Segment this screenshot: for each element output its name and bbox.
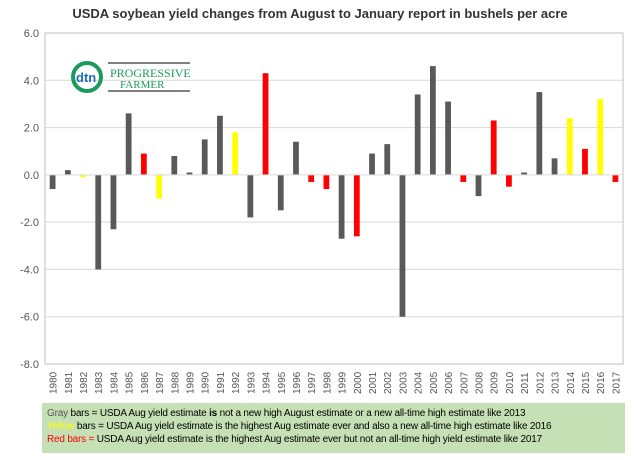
bar-2009: [490, 120, 497, 175]
y-tick-label: 4.0: [24, 75, 39, 87]
x-tick-label: 1998: [322, 371, 333, 394]
bar-2015: [582, 148, 588, 175]
x-tick-label: 2006: [444, 371, 455, 394]
legend-red: Red bars = USDA Aug yield estimate is th…: [47, 434, 542, 445]
bar-1987: [156, 174, 162, 199]
x-tick-label: 2007: [459, 371, 470, 394]
x-tick-label: 1989: [186, 371, 197, 394]
y-tick-label: -8.0: [20, 359, 39, 371]
bar-1983: [95, 174, 102, 270]
y-tick-label: 2.0: [24, 123, 39, 135]
y-tick-label: 0.0: [24, 170, 39, 182]
bar-1980: [49, 174, 56, 190]
bar-1991: [217, 115, 223, 175]
bar-2004: [414, 94, 421, 175]
x-tick-label: 2017: [611, 371, 622, 394]
x-tick-label: 1988: [170, 371, 181, 394]
bar-2013: [551, 158, 558, 175]
y-tick-label: -2.0: [20, 217, 39, 229]
bar-2001: [369, 153, 375, 175]
bar-1981: [64, 170, 71, 175]
x-tick-label: 2005: [429, 371, 440, 394]
x-tick-label: 1993: [246, 371, 257, 394]
bar-2011: [521, 172, 528, 175]
bar-1986: [140, 153, 147, 175]
x-tick-label: 1985: [125, 371, 136, 394]
bar-1998: [323, 174, 330, 190]
x-tick-label: 2014: [566, 371, 577, 394]
bar-1990: [201, 139, 208, 175]
bar-2012: [536, 92, 543, 175]
x-tick-label: 2013: [551, 371, 562, 394]
legend-yellow: Yellow bars = USDA Aug yield estimate is…: [47, 421, 552, 432]
bar-1989: [186, 172, 193, 175]
bar-1995: [277, 174, 284, 211]
bar-chart: 6.0 4.0 2.0 0.0 -2.0 -4.0 -6.0 -8.0 1980 1981 1982…: [20, 28, 624, 394]
bar-2017: [612, 174, 619, 182]
bar-1992: [232, 132, 239, 175]
x-tick-label: 1991: [216, 371, 227, 394]
bar-2003: [399, 174, 406, 317]
bar-1984: [110, 174, 117, 230]
x-tick-label: 1996: [292, 371, 303, 394]
bar-2006: [445, 101, 451, 175]
bar-1982: [80, 174, 86, 178]
bar-2002: [384, 144, 391, 175]
bar-1993: [247, 174, 254, 218]
x-tick-label: 1986: [140, 371, 151, 394]
x-tick-label: 1982: [79, 371, 90, 394]
chart-title: USDA soybean yield changes from August t…: [72, 6, 568, 21]
x-tick-label: 2004: [414, 371, 425, 394]
bar-1996: [293, 141, 299, 175]
bar-2016: [597, 99, 604, 175]
x-tick-label: 2015: [581, 371, 592, 394]
x-tick-label: 1994: [262, 371, 273, 394]
x-tick-label: 2009: [490, 371, 501, 394]
bar-2007: [460, 174, 467, 182]
bar-2005: [429, 66, 436, 175]
plot-area-border: [44, 32, 624, 365]
y-tick-label: -4.0: [20, 264, 39, 276]
x-tick-label: 2012: [535, 371, 546, 394]
x-tick-label: 1997: [307, 371, 318, 394]
y-tick-label: 6.0: [24, 28, 39, 40]
x-tick-label: 1981: [64, 371, 75, 394]
x-tick-label: 1984: [109, 371, 120, 394]
x-tick-label: 2008: [475, 371, 486, 394]
x-tick-label: 2001: [368, 371, 379, 394]
svg-text:dtn: dtn: [76, 70, 96, 85]
x-tick-label: 1992: [231, 371, 242, 394]
svg-text:PROGRESSIVE: PROGRESSIVE: [110, 66, 190, 80]
legend-box: Gray bars = USDA Aug yield estimate is n…: [42, 403, 625, 453]
bar-2000: [353, 174, 360, 237]
x-tick-label: 2011: [520, 372, 531, 394]
bar-1997: [308, 174, 315, 182]
x-tick-label: 2002: [383, 371, 394, 394]
svg-text:FARMER: FARMER: [120, 79, 165, 91]
dtn-progressive-farmer-logo: dtn PROGRESSIVE FARMER: [70, 60, 190, 94]
y-tick-label: -6.0: [20, 312, 39, 324]
bar-1988: [171, 155, 178, 175]
bar-2010: [506, 174, 512, 187]
x-tick-label: 1987: [155, 371, 166, 394]
x-tick-label: 2003: [398, 371, 409, 394]
x-tick-label: 1983: [94, 371, 105, 394]
x-tick-label: 1999: [338, 371, 349, 394]
bar-2014: [566, 118, 573, 175]
x-tick-label: 2010: [505, 371, 516, 394]
x-tick-label: 1980: [49, 371, 60, 394]
bar-1994: [262, 73, 269, 175]
bar-1999: [338, 174, 345, 239]
x-tick-label: 1995: [277, 371, 288, 394]
x-tick-label: 2016: [596, 371, 607, 394]
x-tick-label: 2000: [353, 371, 364, 394]
bar-2008: [475, 174, 482, 197]
bar-1985: [125, 113, 132, 175]
legend-gray: Gray bars = USDA Aug yield estimate is n…: [47, 408, 526, 419]
x-tick-label: 1990: [201, 371, 212, 394]
